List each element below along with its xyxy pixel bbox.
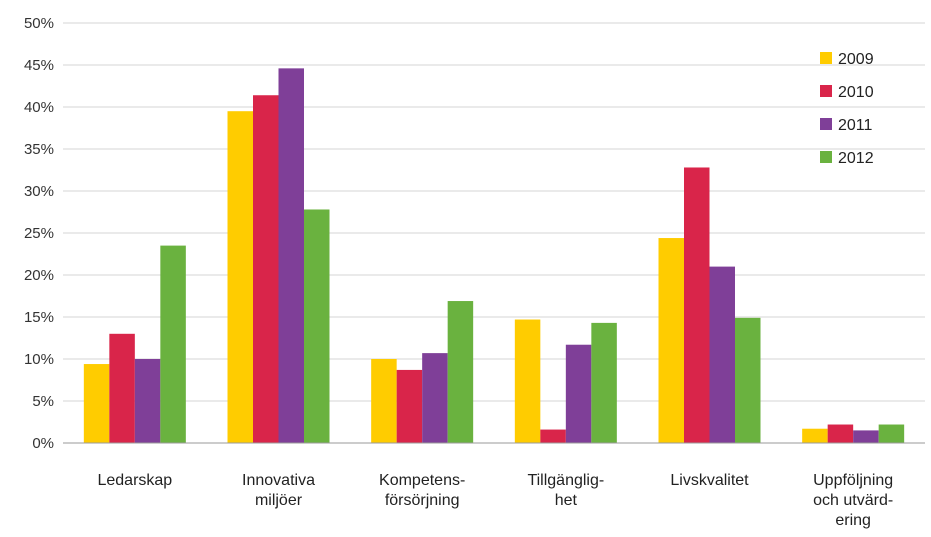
bar-2010	[827, 424, 854, 443]
category-label: Uppföljning och utvärd-ering	[813, 472, 893, 529]
bar-2009	[227, 111, 253, 443]
bar-2011	[709, 266, 735, 443]
y-tick-label: 0%	[32, 435, 54, 452]
x-axis-category-labels: Ledarskap Innovativa miljöer Kompetens-förs…	[97, 472, 893, 529]
bar-2010	[684, 167, 710, 444]
category-label: Livskvalitet	[670, 472, 749, 489]
bar-2009	[83, 364, 110, 443]
bar-2012	[878, 424, 905, 443]
bar-2011	[565, 344, 592, 443]
bars	[83, 68, 905, 444]
bar-2011	[853, 430, 879, 443]
bar-2009	[658, 238, 684, 443]
y-tick-label: 10%	[24, 351, 54, 368]
y-tick-label: 45%	[24, 57, 54, 74]
category-label: Kompetens-försörjning	[379, 472, 465, 509]
bar-2009	[802, 428, 828, 443]
legend-swatch-2009	[820, 52, 832, 64]
y-tick-label: 15%	[24, 309, 54, 326]
legend-label-2011: 2011	[838, 117, 873, 134]
legend-label-2012: 2012	[838, 150, 874, 167]
bar-2009	[514, 319, 541, 443]
bar-2012	[304, 209, 330, 443]
bar-2010	[396, 369, 423, 443]
category-label: Tillgänglig-het	[527, 472, 604, 509]
bar-2012	[735, 317, 761, 443]
legend-label-2009: 2009	[838, 51, 874, 68]
legend: 2009 2010 2011 2012	[820, 51, 874, 167]
y-tick-label: 20%	[24, 267, 54, 284]
legend-swatch-2010	[820, 85, 832, 97]
y-axis-tick-labels: 0% 5% 10% 15% 20% 25% 30% 35% 40% 45% 50%	[24, 15, 54, 452]
bar-2012	[591, 322, 617, 443]
legend-swatch-2012	[820, 151, 832, 163]
gridlines	[63, 22, 925, 402]
bar-2010	[109, 333, 135, 443]
bar-2011	[278, 68, 304, 444]
bar-2012	[447, 301, 474, 443]
y-tick-label: 5%	[32, 393, 54, 410]
bar-2010	[540, 429, 566, 443]
bar-2011	[134, 359, 161, 443]
bar-2011	[422, 353, 448, 443]
legend-label-2010: 2010	[838, 84, 874, 101]
y-tick-label: 25%	[24, 225, 54, 242]
bar-2009	[371, 359, 397, 443]
y-tick-label: 40%	[24, 99, 54, 116]
legend-swatch-2011	[820, 118, 832, 130]
category-label: Ledarskap	[97, 472, 172, 489]
y-tick-label: 30%	[24, 183, 54, 200]
category-label: Innovativa miljöer	[242, 472, 315, 509]
y-tick-label: 50%	[24, 15, 54, 32]
bar-2010	[253, 95, 279, 444]
bar-2012	[160, 245, 186, 443]
y-tick-label: 35%	[24, 141, 54, 158]
